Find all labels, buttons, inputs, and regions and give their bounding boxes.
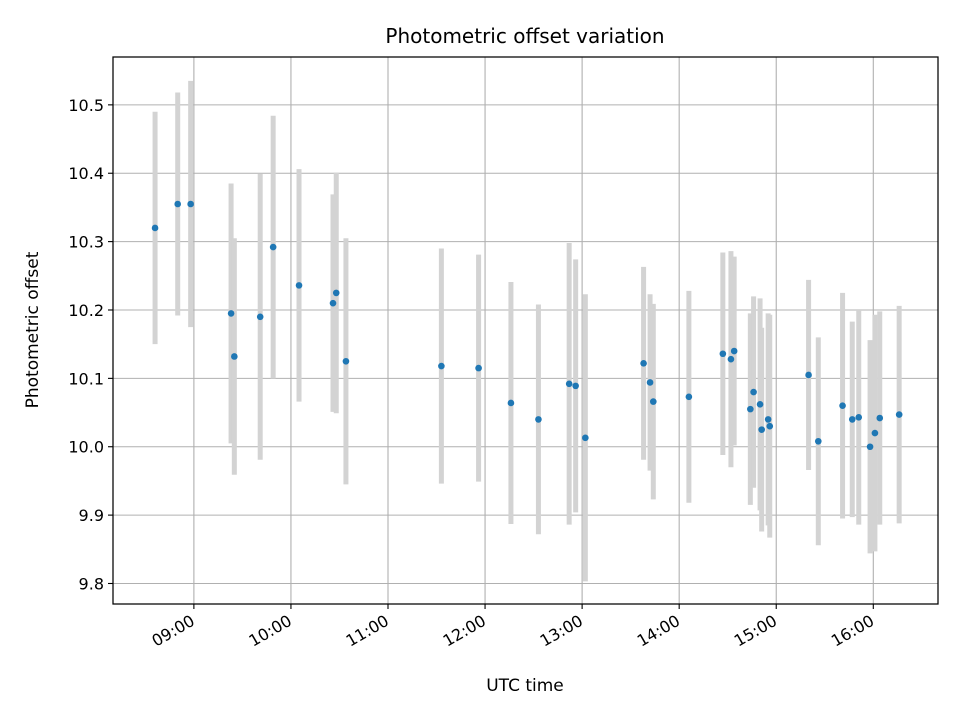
y-tick-label: 10.5 [68,96,104,115]
data-point [227,310,235,317]
data-point [640,360,647,367]
data-point [342,357,350,365]
y-tick-label: 10.2 [68,301,104,320]
y-tick-label: 10.4 [68,164,104,183]
data-point [295,282,303,289]
data-point [475,364,482,372]
data-point [871,429,879,437]
data-point [758,426,765,433]
data-point [750,388,757,396]
y-axis-label: Photometric offset [23,251,43,408]
data-point [876,414,884,422]
data-point [747,405,754,413]
grid-lines [113,57,938,604]
data-point [727,355,735,363]
data-point [646,379,654,386]
chart-title: Photometric offset variation [385,24,664,48]
data-point [839,402,846,410]
data-point [848,416,856,423]
y-tick-label: 10.3 [68,233,104,252]
data-point [766,422,774,430]
data-point [685,393,693,401]
y-tick-label: 10.0 [68,438,104,457]
plot-frame [112,56,939,605]
data-point [332,289,340,297]
data-point [719,350,727,358]
data-point [507,399,515,407]
y-tick-label: 10.1 [68,369,104,388]
data-point [572,382,579,390]
data-point [535,416,542,423]
data-point [187,200,194,208]
y-axis-ticks: 9.8 9.9 10.0 10.1 10.2 10.3 10.4 10.5 [68,96,113,593]
y-tick-label: 9.9 [79,506,104,525]
data-point [764,416,772,423]
x-axis-label: UTC time [486,676,564,696]
data-point [649,398,657,405]
data-point [329,299,337,307]
data-point [151,224,159,232]
data-points [151,200,903,451]
y-tick-label: 9.8 [79,574,104,593]
data-point [256,313,264,321]
data-point [805,371,812,379]
data-point [565,380,573,388]
data-point [866,443,874,451]
data-point [269,243,277,251]
data-point [756,401,764,408]
data-point [582,434,589,442]
data-point [814,437,822,445]
data-point [438,362,445,370]
data-point [174,200,182,208]
data-point [895,411,903,418]
data-point [231,353,238,360]
data-point [855,414,863,421]
data-point [730,347,738,355]
